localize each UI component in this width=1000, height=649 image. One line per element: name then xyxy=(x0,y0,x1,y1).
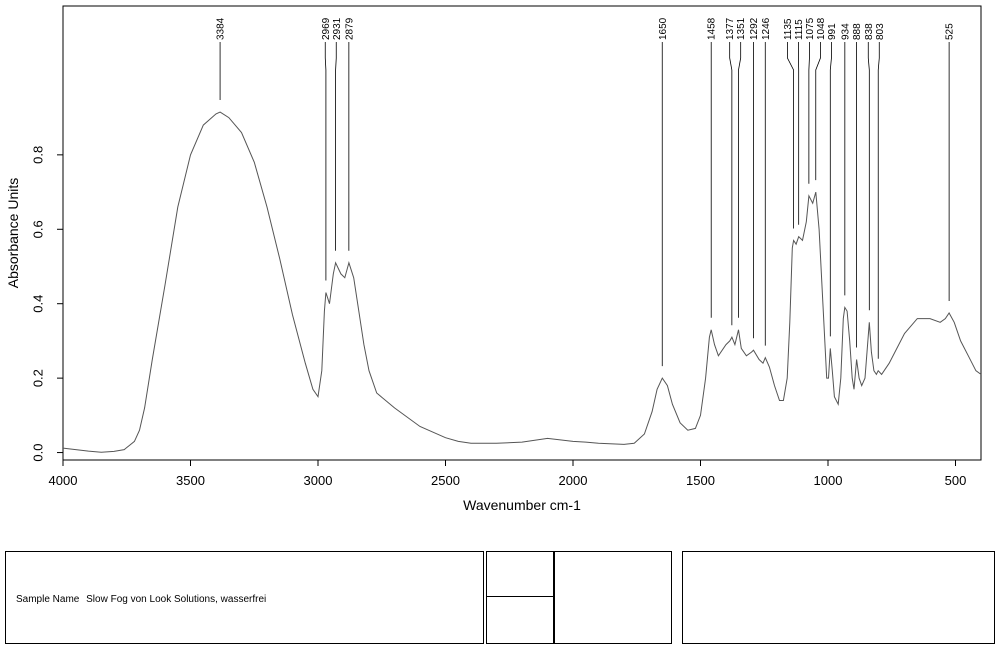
sample-name: Sample Name Slow Fog von Look Solutions,… xyxy=(16,594,270,605)
peak-leader-line xyxy=(335,42,337,251)
y-tick-label: 0.6 xyxy=(30,220,45,238)
y-tick-label: 0.4 xyxy=(30,295,45,313)
x-tick-label: 3500 xyxy=(176,473,205,488)
sample-info-box: Sample Name Slow Fog von Look Solutions,… xyxy=(5,551,484,644)
peak-leader-line xyxy=(324,42,327,281)
x-axis: 4000 3500 3000 2500 2000 1500 1000 500 xyxy=(49,460,967,488)
info-box-middle xyxy=(554,551,672,644)
peak-label: 888 xyxy=(852,23,863,40)
y-tick-label: 0.0 xyxy=(30,444,45,462)
peak-label: 2879 xyxy=(344,17,355,40)
spectrum-line xyxy=(62,111,982,453)
y-axis: 0.0 0.2 0.4 0.6 0.8 xyxy=(30,146,63,462)
info-box-right xyxy=(682,551,995,644)
peak-label: 803 xyxy=(875,23,886,40)
sample-name-value: Slow Fog von Look Solutions, wasserfrei xyxy=(86,594,267,605)
peak-label: 934 xyxy=(840,23,851,40)
x-tick-label: 1000 xyxy=(814,473,843,488)
peak-label: 1351 xyxy=(736,17,747,40)
x-tick-label: 4000 xyxy=(49,473,78,488)
y-axis-label: Absorbance Units xyxy=(5,178,21,289)
info-box-split xyxy=(486,551,554,644)
info-box-divider xyxy=(487,596,553,597)
peak-annotations: 3384 2969 2931 2879 1650 1458 1377 1351 1292 1246… xyxy=(216,17,956,367)
peak-label: 1135 xyxy=(783,18,794,40)
x-tick-label: 1500 xyxy=(686,473,715,488)
peak-label: 991 xyxy=(827,23,838,40)
peak-label: 1246 xyxy=(761,17,772,40)
y-tick-label: 0.2 xyxy=(30,369,45,387)
peak-leader-line xyxy=(867,42,870,311)
peak-leader-line xyxy=(787,42,794,229)
peak-label: 2969 xyxy=(321,17,332,40)
plot-frame xyxy=(62,5,982,461)
peak-leader-line xyxy=(729,42,733,326)
ir-spectrum-chart: 4000 3500 3000 2500 2000 1500 1000 500 0.00.20.… xyxy=(5,5,982,513)
peak-label: 525 xyxy=(945,23,956,40)
x-axis-label: Wavenumber cm-1 xyxy=(463,497,581,513)
peak-label: 838 xyxy=(864,23,875,40)
peak-label: 1377 xyxy=(725,17,736,40)
x-tick-label: 2000 xyxy=(559,473,588,488)
peak-label: 1048 xyxy=(816,17,827,40)
x-tick-label: 3000 xyxy=(304,473,333,488)
peak-label: 1075 xyxy=(805,17,816,40)
peak-leader-line xyxy=(738,42,742,318)
x-tick-label: 500 xyxy=(945,473,967,488)
peak-leader-line xyxy=(877,42,880,359)
peak-label: 1115 xyxy=(794,19,805,40)
peak-leader-line xyxy=(808,42,810,184)
peak-label: 3384 xyxy=(216,17,227,40)
peak-leader-line xyxy=(829,42,832,337)
peak-label: 1458 xyxy=(707,17,718,40)
sample-name-label: Sample Name xyxy=(16,594,80,605)
x-tick-label: 2500 xyxy=(431,473,460,488)
peak-leader-line xyxy=(815,42,821,181)
peak-label: 1292 xyxy=(749,17,760,40)
peak-label: 2931 xyxy=(332,17,343,40)
peak-label: 1650 xyxy=(658,17,669,40)
y-tick-label: 0.8 xyxy=(30,146,45,164)
